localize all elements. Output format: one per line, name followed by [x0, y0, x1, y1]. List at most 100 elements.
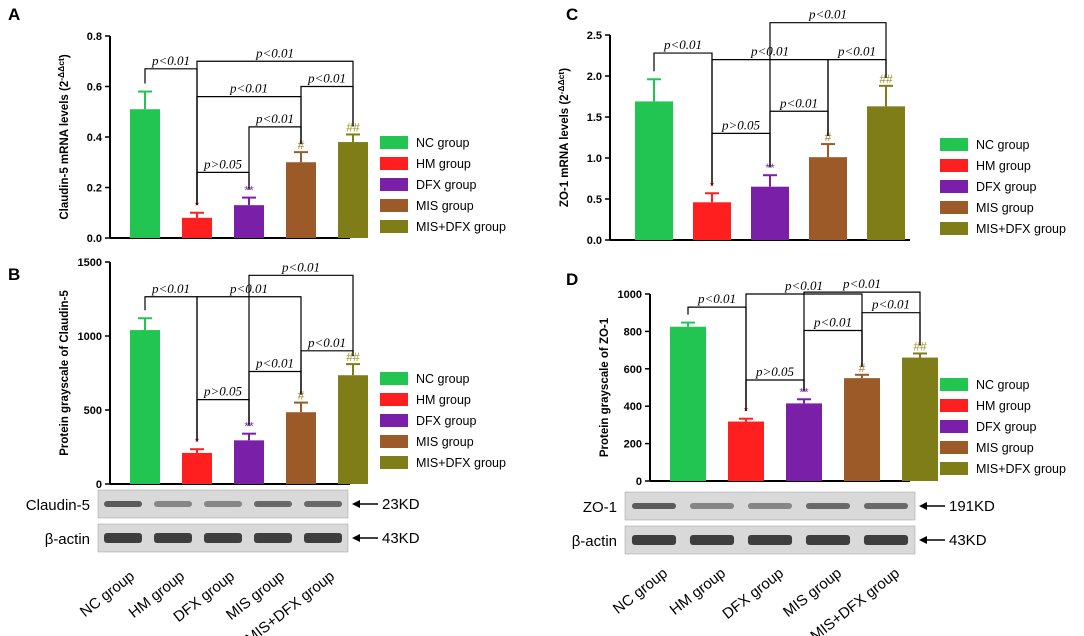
significance-mark: ##: [346, 120, 360, 134]
blot-band: [631, 535, 677, 545]
blot-band: [154, 533, 192, 543]
panel-letter: D: [566, 270, 578, 289]
comparison-label: p>0.05: [721, 117, 761, 132]
comparison-label: p<0.01: [255, 356, 294, 371]
y-tick-label: 0.4: [87, 132, 103, 144]
blot-row-label: ZO-1: [583, 499, 617, 516]
comparison-label: p<0.01: [255, 111, 294, 126]
blot-band: [254, 501, 292, 507]
significance-mark: #: [298, 389, 305, 403]
y-tick-label: 0.6: [87, 82, 102, 94]
panel-letter: B: [8, 265, 20, 284]
comparison-label: p<0.01: [663, 37, 702, 52]
bar: [867, 106, 905, 240]
y-axis-label-main: Protein grayscale of ZO-1: [599, 317, 611, 457]
legend-swatch: [380, 456, 408, 469]
y-axis-label: ZO-1 mRNA levels (2-ΔΔct): [556, 68, 571, 207]
legend-swatch: [940, 441, 968, 454]
legend-label: HM group: [416, 393, 471, 407]
legend-label: MIS group: [416, 435, 474, 449]
blot-band: [154, 501, 192, 507]
comparison-label: p<0.01: [837, 44, 876, 59]
category-label: NC group: [610, 565, 671, 618]
significance-mark: **: [244, 184, 254, 198]
y-tick-label: 0.8: [87, 31, 102, 43]
legend-label: MIS group: [976, 201, 1034, 215]
blot-band: [304, 533, 342, 543]
comparison-bracket: [196, 399, 250, 442]
significance-mark: #: [825, 130, 832, 144]
panel-a: A 0.0 0.2 0.4 0.6 0.8 Claudin-5 mRNA levels (2…: [8, 5, 506, 245]
comparison-bracket: [300, 85, 354, 145]
panel-letter: C: [566, 5, 578, 24]
legend-swatch: [940, 159, 968, 172]
bar: [130, 330, 160, 484]
blot-kd-label: 43KD: [382, 530, 420, 547]
legend-swatch: [380, 199, 408, 212]
legend-swatch: [940, 462, 968, 475]
legend-label: HM group: [416, 157, 471, 171]
blot-band: [104, 533, 142, 543]
comparison-bracket: [248, 274, 354, 426]
legend-label: HM group: [976, 399, 1031, 413]
legend-label: HM group: [976, 159, 1031, 173]
significance-mark: ##: [913, 339, 927, 353]
comparison-label: p<0.01: [842, 276, 881, 291]
comparison-label: p<0.01: [808, 7, 847, 22]
blot-row-label: β-actin: [45, 531, 90, 548]
bar: [670, 326, 706, 481]
comparison-bracket: [248, 126, 302, 190]
comparison-label: p<0.01: [281, 259, 320, 274]
significance-mark: *: [195, 435, 200, 449]
comparison-label: p<0.01: [813, 314, 852, 329]
comparison-label: p>0.05: [755, 364, 795, 379]
y-tick-label: 200: [624, 439, 642, 451]
legend-label: DFX group: [416, 414, 476, 428]
blot-arrowhead: [352, 534, 360, 542]
comparison-label: p>0.05: [203, 156, 243, 171]
significance-mark: ##: [346, 350, 360, 364]
bar: [809, 157, 847, 240]
blot-kd-label: 191KD: [949, 498, 995, 515]
comparison-bracket: [803, 291, 921, 392]
y-tick-label: 500: [84, 405, 102, 417]
legend-label: NC group: [976, 138, 1030, 152]
bar: [902, 357, 938, 481]
blot-row-label: Claudin-5: [26, 497, 90, 514]
legend-swatch: [940, 420, 968, 433]
blot-kd-label: 43KD: [949, 532, 987, 549]
y-tick-label: 0.5: [587, 194, 602, 206]
blot-band: [204, 501, 242, 507]
comparison-label: p<0.01: [229, 81, 268, 96]
comparison-bracket: [196, 171, 250, 205]
significance-mark: **: [244, 420, 254, 434]
comparison-label: p<0.01: [871, 297, 910, 312]
bar: [728, 421, 764, 481]
significance-mark: **: [765, 161, 775, 175]
legend-swatch: [940, 138, 968, 151]
significance-mark: *: [195, 199, 200, 213]
legend-label: MIS group: [976, 441, 1034, 455]
legend-swatch: [940, 222, 968, 235]
comparison-bracket: [769, 22, 887, 168]
y-axis-label-sup: -ΔΔct: [556, 72, 566, 95]
y-tick-label: 2.5: [587, 30, 602, 42]
bar: [338, 142, 368, 238]
blot-arrowhead: [919, 502, 927, 510]
legend-swatch: [380, 393, 408, 406]
y-tick-label: 800: [624, 326, 642, 338]
blot-band: [104, 501, 142, 507]
y-axis-label-close: ): [59, 54, 71, 58]
legend-label: DFX group: [416, 178, 476, 192]
blot-band: [805, 535, 851, 545]
y-axis-label: Protein grayscale of Claudin-5: [59, 290, 71, 456]
y-tick-label: 1500: [78, 257, 102, 269]
comparison-label: p>0.05: [203, 384, 243, 399]
significance-mark: #: [859, 361, 866, 375]
bar: [234, 440, 264, 484]
legend-label: MIS+DFX group: [976, 222, 1066, 236]
y-axis-label-main: ZO-1 mRNA levels (2: [559, 94, 571, 207]
blot-row-label: β-actin: [572, 533, 617, 550]
y-axis-label-main: Protein grayscale of Claudin-5: [59, 290, 71, 456]
